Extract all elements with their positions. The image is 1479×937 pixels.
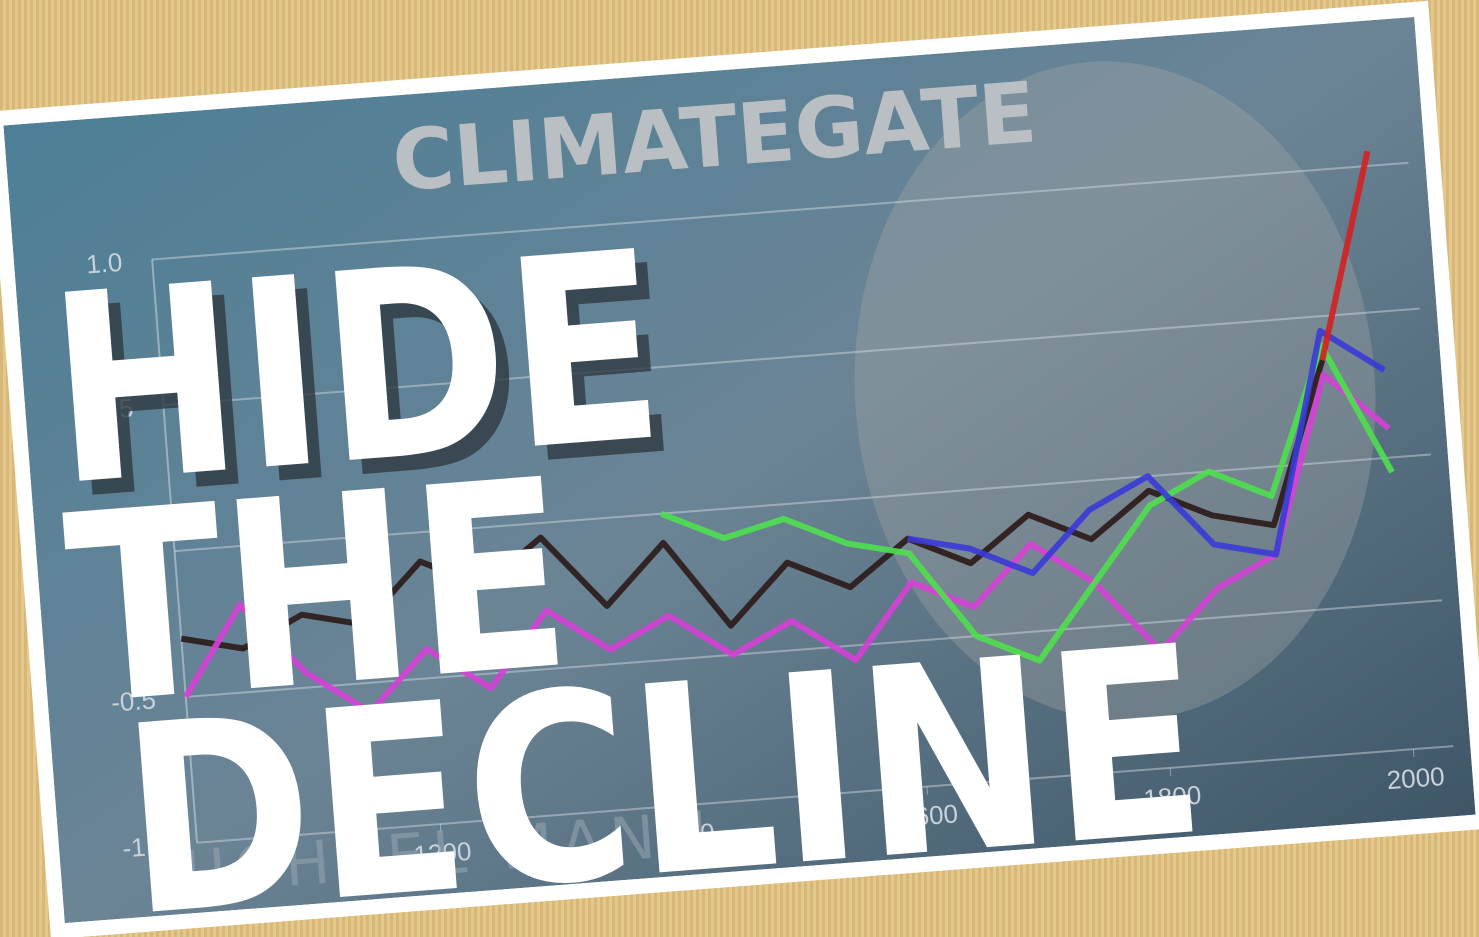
page: 1.00.50-0.5-1.012001400160018002000 CLIM…: [0, 0, 1479, 937]
x-tick: [1413, 749, 1414, 757]
x-tick-label: 2000: [1386, 761, 1446, 795]
thumbnail: 1.00.50-0.5-1.012001400160018002000 CLIM…: [0, 0, 1479, 937]
card: 1.00.50-0.5-1.012001400160018002000 CLIM…: [0, 1, 1479, 937]
